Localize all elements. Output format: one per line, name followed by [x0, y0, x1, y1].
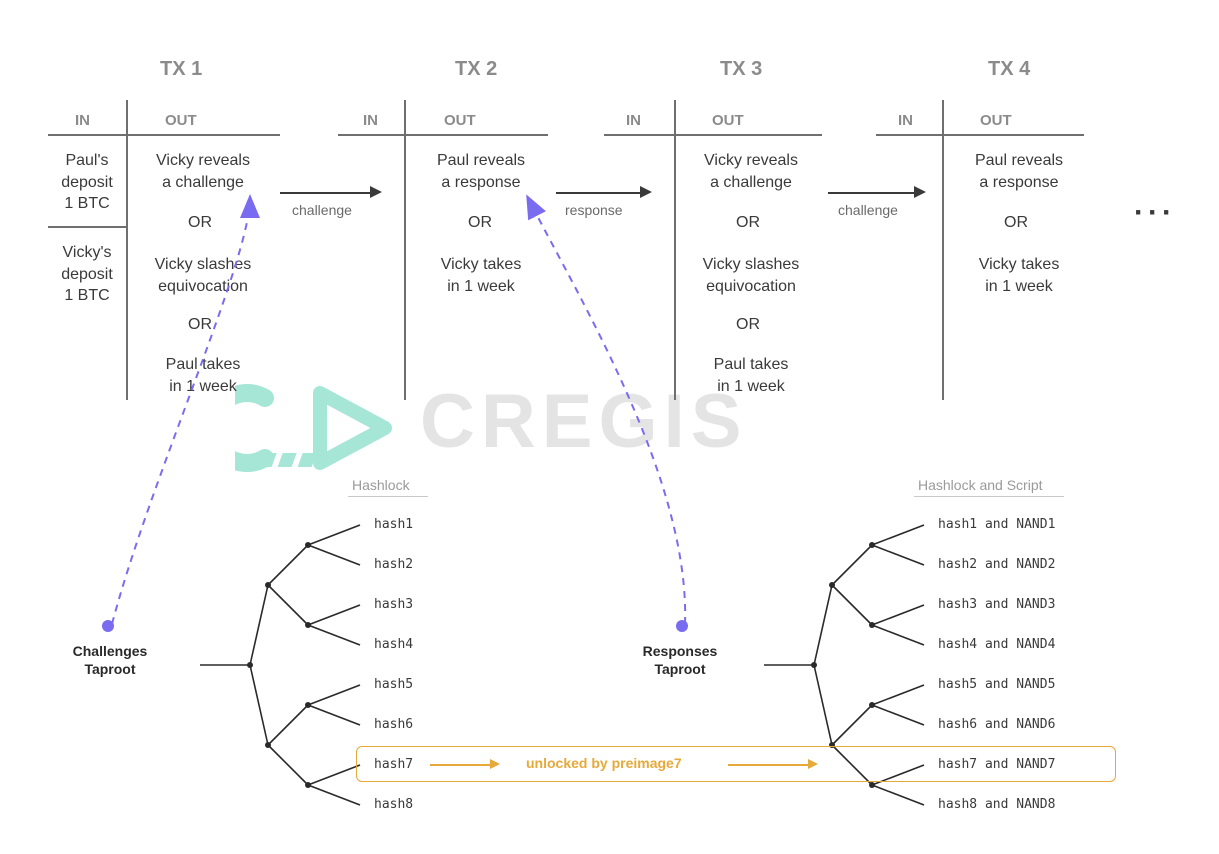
- orange-arrow-2-line: [728, 764, 808, 766]
- orange-arrow-1-head: [490, 759, 500, 769]
- purple-curves: [0, 0, 1219, 854]
- unlocked-text: unlocked by preimage7: [526, 755, 682, 771]
- orange-arrow-1-line: [430, 764, 490, 766]
- orange-arrow-2-head: [808, 759, 818, 769]
